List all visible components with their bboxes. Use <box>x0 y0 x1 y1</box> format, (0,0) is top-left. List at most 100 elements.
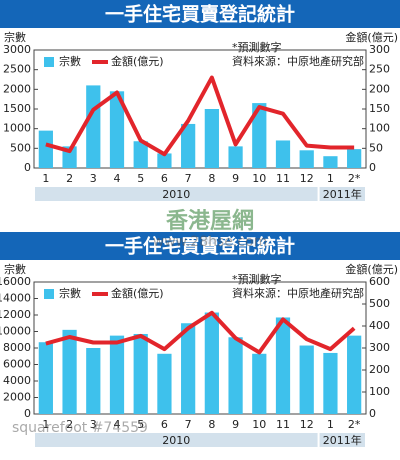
bar <box>299 345 314 414</box>
bar <box>86 85 101 168</box>
x-tick-label: 2* <box>348 418 361 431</box>
x-tick-label: 2 <box>66 172 73 185</box>
bar <box>323 352 338 414</box>
legend-swatch <box>44 57 54 67</box>
x-tick-label: 10 <box>252 418 266 431</box>
legend-label: 宗數 <box>59 54 81 68</box>
bar <box>181 323 196 414</box>
y-tick-label: 0 <box>24 161 31 174</box>
x-tick-label: 3 <box>90 172 97 185</box>
bar <box>228 146 243 168</box>
bar <box>62 329 77 414</box>
bar <box>204 312 219 414</box>
legend-label: 金額(億元) <box>111 286 164 300</box>
period-label: 2010 <box>162 188 190 201</box>
x-tick-label: 10 <box>252 172 266 185</box>
bar <box>38 130 53 168</box>
x-tick-label: 3 <box>90 418 97 431</box>
x-tick-label: 7 <box>185 418 192 431</box>
y-tick-label: 8000 <box>3 341 31 354</box>
y2-tick-label: 600 <box>369 275 390 288</box>
line <box>45 310 356 355</box>
period-band <box>319 187 365 201</box>
bar <box>38 342 53 414</box>
chart-title: 一手住宅買賣登記統計 <box>105 235 295 258</box>
x-tick-label: 12 <box>300 418 314 431</box>
x-tick-label: 5 <box>137 172 144 185</box>
plot-frame <box>33 281 367 415</box>
bar <box>252 353 267 414</box>
bar <box>275 317 291 414</box>
bar <box>181 123 196 168</box>
y2-tick-label: 100 <box>369 385 390 398</box>
bar <box>347 335 362 414</box>
y-tick-label: 500 <box>10 141 31 154</box>
x-tick-label: 1 <box>327 418 334 431</box>
note: *預測數字 <box>232 40 282 54</box>
x-tick-label: 11 <box>276 418 290 431</box>
y-axis-label: 宗數 <box>4 262 26 276</box>
y2-tick-label: 400 <box>369 319 390 332</box>
period-band <box>319 433 365 447</box>
note: 資料來源：中原地產研究部 <box>232 286 364 300</box>
y-tick-label: 4000 <box>3 374 31 387</box>
period-band <box>35 187 318 201</box>
bar <box>133 333 148 414</box>
note: *預測數字 <box>232 272 282 286</box>
period-band <box>35 433 318 447</box>
y-tick-label: 2500 <box>3 63 31 76</box>
y2-tick-label: 150 <box>369 102 390 115</box>
bar <box>86 348 101 414</box>
period-label: 2011年 <box>323 187 362 201</box>
x-tick-label: 2* <box>348 172 361 185</box>
y-tick-label: 1500 <box>3 102 31 115</box>
y2-tick-label: 200 <box>369 82 390 95</box>
bar <box>275 140 291 168</box>
bar <box>109 335 125 414</box>
y-tick-label: 12000 <box>0 308 31 321</box>
bar <box>299 150 314 168</box>
y2-tick-label: 200 <box>369 363 390 376</box>
y2-axis-label: 金額(億元) <box>345 262 398 276</box>
x-tick-label: 8 <box>208 172 215 185</box>
watermark: 香港屋網 <box>166 208 254 234</box>
legend-label: 宗數 <box>59 286 81 300</box>
bar <box>133 141 148 168</box>
x-tick-label: 1 <box>42 172 49 185</box>
x-tick-label: 6 <box>161 172 168 185</box>
y-tick-label: 2000 <box>3 391 31 404</box>
bar <box>157 353 172 414</box>
y-tick-label: 14000 <box>0 292 31 305</box>
y2-tick-label: 0 <box>369 407 376 420</box>
x-tick-label: 1 <box>42 418 49 431</box>
x-tick-label: 4 <box>114 418 121 431</box>
legend-label: 金額(億元) <box>111 54 164 68</box>
y2-tick-label: 100 <box>369 122 390 135</box>
y-tick-label: 2000 <box>3 82 31 95</box>
x-tick-label: 8 <box>208 418 215 431</box>
x-tick-label: 11 <box>276 172 290 185</box>
title-banner <box>0 232 400 260</box>
watermark: squarefoot #74559 <box>12 420 148 436</box>
bar <box>109 91 125 168</box>
y-tick-label: 3000 <box>3 43 31 56</box>
y2-tick-label: 0 <box>369 161 376 174</box>
x-tick-label: 9 <box>232 172 239 185</box>
y-tick-label: 16000 <box>0 275 31 288</box>
x-tick-label: 12 <box>300 172 314 185</box>
x-tick-label: 6 <box>161 418 168 431</box>
bar <box>347 149 362 168</box>
bar <box>228 337 243 414</box>
x-tick-label: 7 <box>185 172 192 185</box>
y2-tick-label: 50 <box>369 141 383 154</box>
bar <box>157 153 172 168</box>
y2-tick-label: 250 <box>369 63 390 76</box>
period-label: 2010 <box>162 434 190 447</box>
y2-tick-label: 300 <box>369 43 390 56</box>
y-tick-label: 6000 <box>3 358 31 371</box>
note: 資料來源：中原地產研究部 <box>232 54 364 68</box>
x-tick-label: 9 <box>232 418 239 431</box>
bar <box>252 103 267 168</box>
y2-tick-label: 300 <box>369 341 390 354</box>
